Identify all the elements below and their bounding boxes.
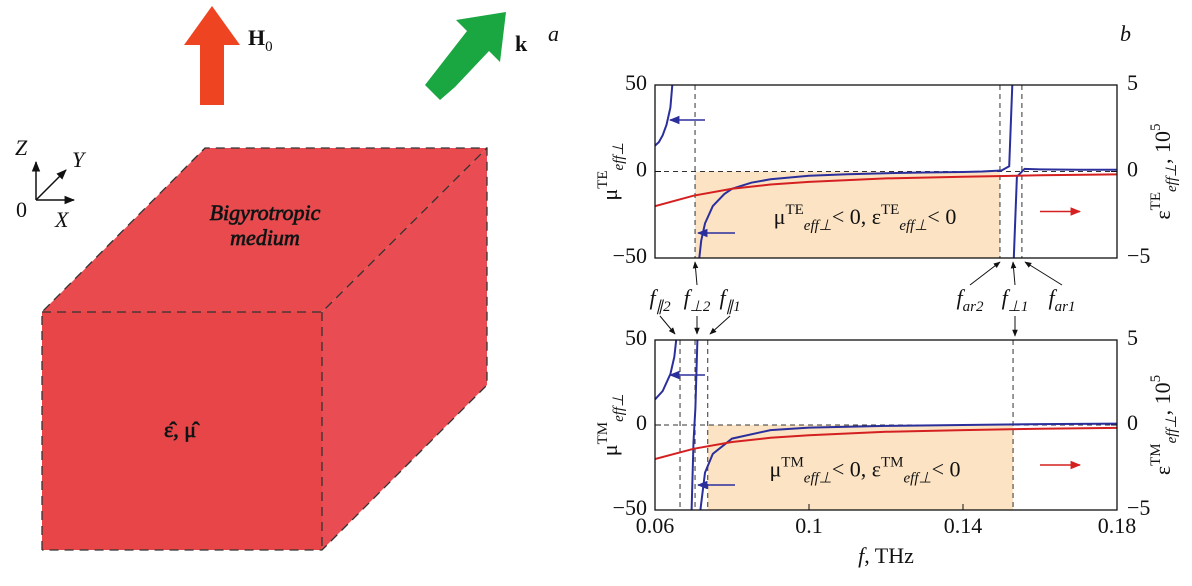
y2-tick-label: 0 xyxy=(1127,410,1138,435)
field-arrow xyxy=(184,6,240,105)
y2-axis-label: εTMeff⊥, 105 xyxy=(1148,375,1180,475)
panel-label: a xyxy=(548,21,559,46)
x-tick-label: 0.1 xyxy=(795,513,823,538)
annotation-part: eff⊥ xyxy=(804,471,832,487)
field-symbol: H xyxy=(248,25,265,50)
origin-label: 0 xyxy=(16,197,27,222)
y-tick-label: −50 xyxy=(613,243,647,268)
medium-label: Bigyrotropic xyxy=(210,200,321,225)
annotation-part: eff⊥ xyxy=(804,218,832,234)
y-tick-label: 50 xyxy=(625,70,647,95)
y-axis-label-part: TM xyxy=(595,422,611,445)
y2-axis-label: εTEeff⊥, 105 xyxy=(1148,123,1180,219)
y-axis-label: μTEeff⊥ xyxy=(595,142,627,200)
pointer-arrow xyxy=(970,262,1000,285)
annotation-part: TM xyxy=(781,455,804,471)
annotation-part: eff⊥ xyxy=(899,218,927,234)
figure: Z Y X 0 H0 k a b Bigyrotropic medium ε̂,… xyxy=(0,0,1192,586)
annotation-part: TM xyxy=(881,455,904,471)
y2-tick-label: 5 xyxy=(1127,325,1138,350)
annotation-part: TE xyxy=(785,202,803,218)
frequency-label-part: ∥2 xyxy=(656,299,672,315)
axes-icon xyxy=(36,162,74,200)
y2-axis-label-part: TM xyxy=(1148,443,1164,466)
annotation-part: < 0, xyxy=(832,457,872,482)
y2-axis-label-part: eff⊥ xyxy=(1164,164,1180,192)
frequency-label-part: ∥1 xyxy=(726,299,741,315)
medium-label: medium xyxy=(230,225,300,250)
frequency-label: f⊥2 xyxy=(684,285,711,315)
x-tick-label: 0.18 xyxy=(1098,513,1137,538)
frequency-label-part: ar2 xyxy=(963,299,984,315)
y-axis-label-part: eff⊥ xyxy=(611,394,627,422)
frequency-label: f∥2 xyxy=(649,285,671,315)
frequency-label-part: ar1 xyxy=(1055,299,1076,315)
y2-axis-label-part: TE xyxy=(1148,192,1164,210)
y2-axis-label-part: ε xyxy=(1150,210,1175,219)
annotation-part: μ xyxy=(774,204,786,229)
y2-axis-label-part: , 10 xyxy=(1150,382,1175,415)
pointer-arrow xyxy=(660,316,675,334)
wave-arrow xyxy=(425,12,506,100)
y-tick-label: 0 xyxy=(636,410,647,435)
y-tick-label: 0 xyxy=(636,157,647,182)
annotation-part: < 0 xyxy=(932,457,961,482)
wave-label: k xyxy=(515,31,528,56)
y-axis-label-part: μ xyxy=(597,444,622,456)
annotation-part: < 0, xyxy=(832,204,872,229)
y2-tick-label: 5 xyxy=(1127,70,1138,95)
frequency-label-part: ⊥1 xyxy=(1008,299,1029,315)
x-tick-label: 0.14 xyxy=(944,513,983,538)
y2-axis-label-part: 5 xyxy=(1148,123,1164,131)
y-tick-label: 50 xyxy=(625,325,647,350)
annotation-part: μ xyxy=(769,457,781,482)
y2-axis-label-part: ε xyxy=(1150,466,1175,475)
y-axis-label-part: μ xyxy=(597,189,622,201)
y-axis-label: μTMeff⊥ xyxy=(595,394,627,456)
frequency-label-part: ⊥2 xyxy=(690,299,711,315)
y2-axis-label-part: , 10 xyxy=(1150,131,1175,164)
panel-label: b xyxy=(1120,21,1131,46)
axis-label-y: Y xyxy=(72,147,87,172)
frequency-label: far1 xyxy=(1049,285,1076,315)
annotation-part: ε xyxy=(872,457,881,482)
y2-tick-label: −5 xyxy=(1127,243,1150,268)
annotation-part: ε xyxy=(872,204,881,229)
y2-axis-label-part: 5 xyxy=(1148,375,1164,383)
pointer-arrow xyxy=(1013,262,1015,285)
field-label: H0 xyxy=(248,25,273,55)
frequency-label: f∥1 xyxy=(719,285,740,315)
y2-tick-label: 0 xyxy=(1127,157,1138,182)
axis-label-x: X xyxy=(54,207,70,232)
pointer-arrow xyxy=(710,316,730,334)
pointer-arrow xyxy=(1025,262,1062,285)
y-axis-label-part: eff⊥ xyxy=(611,142,627,170)
pointer-arrow xyxy=(695,262,697,285)
frequency-label: f⊥1 xyxy=(1002,285,1029,315)
frequency-label: far2 xyxy=(957,285,984,315)
annotation-part: < 0 xyxy=(927,204,956,229)
tensor-label: ε̂, μ̂ xyxy=(164,417,200,442)
axis-label-z: Z xyxy=(15,135,28,160)
x-tick-label: 0.06 xyxy=(636,513,675,538)
y-axis-label-part: TE xyxy=(595,170,611,188)
y2-axis-label-part: eff⊥ xyxy=(1164,415,1180,443)
x-axis-label: f, THz xyxy=(858,543,914,568)
annotation-part: eff⊥ xyxy=(904,471,932,487)
field-subscript: 0 xyxy=(265,39,273,55)
annotation-part: TE xyxy=(881,202,899,218)
x-axis-label-part: , THz xyxy=(864,543,914,568)
